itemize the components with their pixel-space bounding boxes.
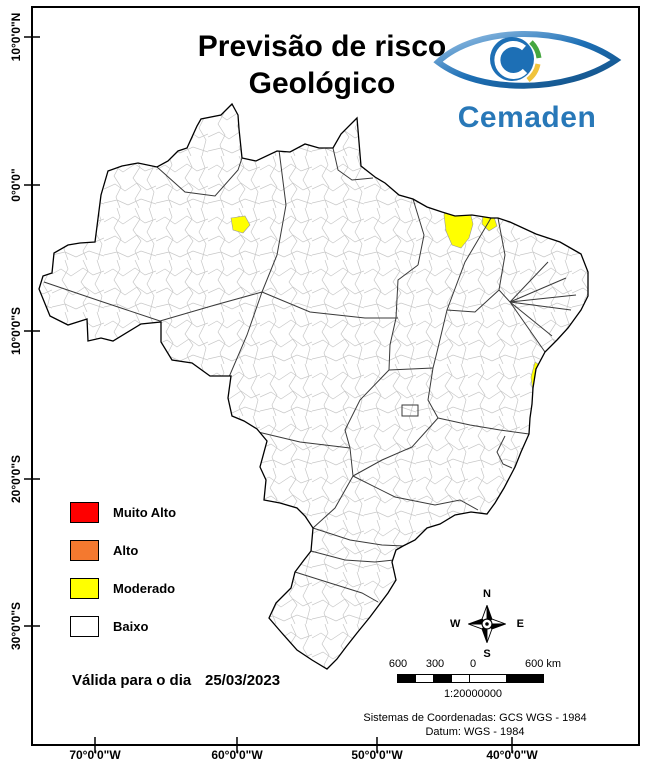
- compass-star-icon: [468, 605, 506, 643]
- lat-label-10n: 10°0'0"N: [9, 12, 23, 62]
- scale-label-600-km: 600 km: [524, 658, 562, 670]
- cemaden-eye-icon: [433, 31, 622, 89]
- scale-bar: 600 300 0 600 km 1:20000000: [389, 658, 561, 704]
- compass-east-label: E: [516, 618, 524, 630]
- scale-label-0: 0: [469, 658, 477, 670]
- legend-label-moderado: Moderado: [113, 581, 176, 596]
- scale-segment: [433, 674, 452, 683]
- scale-ratio: 1:20000000: [443, 688, 503, 700]
- crs-line1: Sistemas de Coordenadas: GCS WGS - 1984: [363, 712, 587, 724]
- legend-item-baixo: Baixo: [70, 616, 176, 637]
- scale-segment: [506, 674, 544, 683]
- legend-item-alto: Alto: [70, 540, 176, 561]
- lon-label-50w: 50°0'0"W: [351, 748, 403, 762]
- legend-item-moderado: Moderado: [70, 578, 176, 599]
- lon-label-40w: 40°0'0"W: [486, 748, 538, 762]
- scale-bar-segments: [397, 674, 544, 683]
- compass-south-label: S: [483, 648, 491, 660]
- crs-line2: Datum: WGS - 1984: [425, 726, 525, 738]
- compass-rose: N S W E: [450, 588, 524, 660]
- legend-item-muito-alto: Muito Alto: [70, 502, 176, 523]
- state-boundaries: [43, 147, 577, 603]
- distrito-federal-square: [401, 404, 419, 417]
- coordinate-system-note: Sistemas de Coordenadas: GCS WGS - 1984 …: [330, 711, 620, 739]
- cemaden-logo: Cemaden: [432, 24, 622, 135]
- page-title: Previsão de risco Geológico: [198, 28, 446, 102]
- lat-label-10s: 10°0'0"S: [9, 306, 23, 356]
- graticule-ticks: [24, 36, 513, 753]
- page-title-line1: Previsão de risco: [197, 30, 447, 63]
- scale-label-600-left: 600: [388, 658, 408, 670]
- lon-label-60w: 60°0'0"W: [211, 748, 263, 762]
- lat-label-20s: 20°0'0"S: [9, 454, 23, 504]
- compass-north-label: N: [483, 588, 491, 600]
- scale-segment: [451, 674, 470, 683]
- validity-label: Válida para o dia: [72, 672, 192, 689]
- validity-date: 25/03/2023: [205, 672, 281, 689]
- legend-swatch-muito-alto: [70, 502, 99, 523]
- legend-swatch-moderado: [70, 578, 99, 599]
- scale-label-300: 300: [425, 658, 445, 670]
- legend-label-muito-alto: Muito Alto: [113, 505, 177, 520]
- scale-segment: [397, 674, 416, 683]
- map-frame: [31, 6, 640, 746]
- risk-legend: Muito Alto Alto Moderado Baixo: [70, 502, 176, 654]
- legend-label-alto: Alto: [113, 543, 139, 558]
- lon-label-70w: 70°0'0"W: [69, 748, 121, 762]
- legend-swatch-baixo: [70, 616, 99, 637]
- legend-label-baixo: Baixo: [113, 619, 149, 634]
- lat-label-0: 0°0'0": [9, 168, 23, 202]
- risk-region-bahia-coast: [530, 361, 553, 419]
- page-title-line2: Geológico: [248, 67, 396, 100]
- cemaden-wordmark: Cemaden: [457, 101, 597, 134]
- lat-label-30s: 30°0'0"S: [9, 601, 23, 651]
- scale-segment: [415, 674, 434, 683]
- legend-swatch-alto: [70, 540, 99, 561]
- compass-west-label: W: [450, 618, 461, 630]
- scale-segment: [469, 674, 507, 683]
- brazil-outline: [38, 102, 589, 670]
- risk-region-amazonas: [230, 215, 251, 234]
